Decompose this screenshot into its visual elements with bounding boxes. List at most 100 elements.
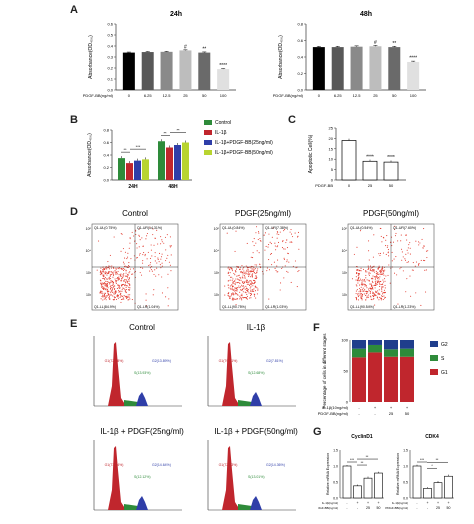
y-tick-label: 0.6 (107, 22, 113, 27)
chart-title: 24h (170, 11, 182, 18)
sig-mark: ** (176, 127, 180, 132)
significance-mark: **** (366, 154, 374, 160)
row1-value: + (374, 405, 377, 410)
y-tick-label: 0.6 (297, 38, 303, 43)
bar (331, 47, 344, 90)
bar (369, 46, 382, 90)
g1-label: G1(72.18%) (105, 359, 124, 363)
g2-peak (136, 496, 148, 510)
panel-d-flow-cytometry: Control 10⁵ 10⁴ 10³ 10² Q1-UL(0.75%) Q1-UR(14.… (86, 209, 435, 311)
y-tick-label: 1.5 (403, 449, 408, 453)
s-label: S(13.01%) (248, 475, 265, 479)
sig-mark: * (431, 464, 433, 468)
y-tick-label: 10³ (342, 271, 348, 275)
bar (350, 46, 363, 90)
legend-label: IL-1β+PDGF-BB(25ng/ml) (215, 140, 273, 146)
g1-label: G1(73.24%) (105, 463, 124, 467)
panel-letter-c: C (288, 114, 296, 126)
row1-label: IL-1β(10ng/ml) (322, 405, 349, 410)
bar (141, 52, 154, 90)
s-label: S(12.68%) (248, 371, 265, 375)
hist-title: Control (129, 323, 155, 332)
hist-title: IL-1β (247, 323, 266, 332)
row2-value: 50 (405, 411, 410, 416)
g2-peak (250, 392, 262, 406)
row2-value: - (416, 506, 418, 510)
bar (312, 47, 325, 90)
g1-label: G1(79.51%) (219, 359, 238, 363)
quadrant-lr: Q1-LR(1.03%) (265, 305, 288, 309)
x-tick-label: 0 (318, 93, 321, 98)
row1-value: + (390, 405, 393, 410)
legend-label: G2 (441, 342, 448, 348)
bar (363, 477, 373, 499)
y-tick-label: 100 (341, 338, 348, 343)
x-label-prefix: PDGF-BB(ng/ml) (83, 93, 114, 98)
stack-segment (352, 348, 366, 358)
significance-mark: # (374, 40, 377, 46)
y-tick-label: 0.0 (107, 88, 113, 93)
y-tick-label: 0.5 (107, 33, 113, 38)
x-tick-label: 50 (392, 93, 397, 98)
bar (412, 465, 422, 499)
legend-swatch (204, 130, 212, 135)
quadrant-ll: Q1-LL(90.75%) (222, 305, 246, 309)
x-label-prefix: PDGF-BB(ng/ml) (273, 93, 304, 98)
y-tick-label: 10² (342, 293, 348, 297)
x-tick-label: 25 (183, 93, 188, 98)
hist-title: IL-1β + PDGF(25ng/ml) (100, 427, 184, 436)
y-tick-label: 0.2 (297, 71, 303, 76)
row2-value: 50 (377, 506, 381, 510)
y-tick-label: 0.8 (297, 22, 303, 27)
stack-segment (384, 340, 398, 350)
sig-mark: ** (436, 458, 439, 462)
stack-segment (400, 340, 414, 349)
y-tick-label: 1.0 (333, 465, 338, 469)
x-tick-label: 0 (348, 183, 351, 188)
row1-value: - (416, 501, 418, 505)
stack-segment (384, 356, 398, 402)
row1-value: + (367, 501, 369, 505)
y-tick-label: 10³ (214, 271, 220, 275)
y-tick-label: 1.5 (333, 449, 338, 453)
row2-value: 25 (436, 506, 440, 510)
y-tick-label: 0.0 (297, 88, 303, 93)
legend-swatch (430, 369, 438, 375)
g2-peak (136, 392, 148, 406)
row2-value: 50 (447, 506, 451, 510)
quadrant-ul: Q1-UL(0.84%) (222, 226, 245, 230)
panel-c-chart: Apoptotic Cell(%) 0 5 10 15 20 25 0 **** 25 **** 50… (308, 126, 406, 188)
panel-letter-f: F (313, 322, 320, 334)
bar (217, 69, 230, 90)
y-tick-label: 0.4 (107, 44, 113, 49)
bar (126, 163, 133, 180)
y-tick-label: 0.4 (297, 55, 303, 60)
sig-mark: *** (420, 458, 425, 462)
bar (444, 475, 453, 499)
y-tick-label: 0.5 (403, 481, 408, 485)
y-axis-label: Absorbance(OD₄₅₀) (88, 35, 94, 79)
scatter-dots (351, 225, 429, 307)
y-axis-label: Absorbance(OD₄₅₀) (87, 133, 93, 177)
flow-title: Control (122, 209, 148, 218)
flow-title: PDGF(25ng/ml) (235, 209, 291, 218)
sig-mark: *** (136, 144, 141, 149)
panel-letter-b: B (70, 114, 78, 126)
row2-value: 25 (389, 411, 394, 416)
significance-mark: **** (409, 56, 417, 62)
g1-label: G1(72.63%) (219, 463, 238, 467)
chart-title: CyclinD1 (351, 434, 373, 440)
bar (362, 160, 378, 181)
bar (182, 142, 189, 180)
s-label: S(13.93%) (134, 371, 151, 375)
x-tick-label: 100 (220, 93, 227, 98)
stack-segment (352, 357, 366, 402)
y-tick-label: 10⁴ (342, 249, 348, 253)
legend-swatch (204, 120, 212, 125)
significance-mark: # (184, 44, 187, 50)
g2-label: G2(14.36%) (266, 463, 285, 467)
y-tick-label: 0.4 (103, 153, 109, 158)
x-tick-label: 25 (373, 93, 378, 98)
row2-value: - (427, 506, 429, 510)
y-tick-label: 1.0 (403, 465, 408, 469)
